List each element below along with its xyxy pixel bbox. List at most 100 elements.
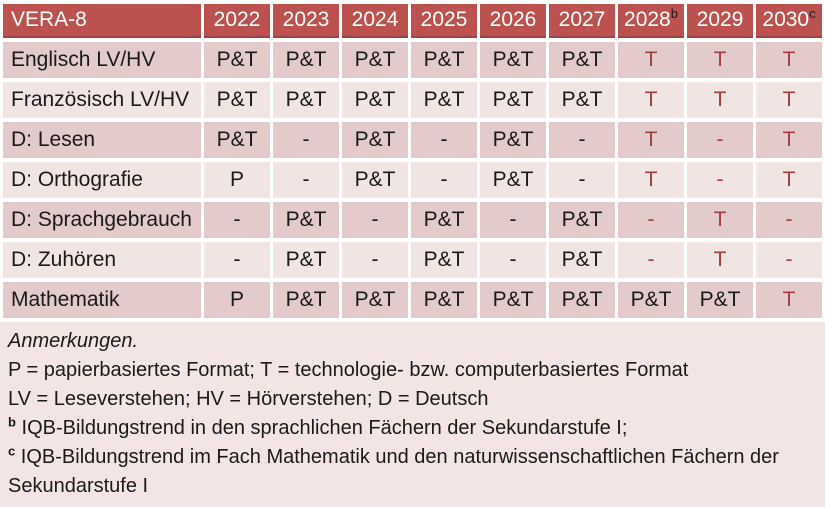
year-header-2026: 2026 bbox=[480, 4, 546, 38]
format-cell: P&T bbox=[204, 82, 270, 118]
footnote-c-marker: c bbox=[8, 443, 16, 459]
format-cell: P&T bbox=[549, 242, 615, 278]
year-header-2024: 2024 bbox=[342, 4, 408, 38]
note-format-legend: P = papierbasiertes Format; T = technolo… bbox=[8, 359, 689, 381]
format-cell: - bbox=[273, 162, 339, 198]
notes-heading: Anmerkungen. bbox=[8, 330, 139, 352]
format-cell: T bbox=[687, 202, 753, 238]
format-cell: P&T bbox=[549, 42, 615, 78]
format-cell: - bbox=[342, 202, 408, 238]
format-cell: P&T bbox=[549, 282, 615, 318]
format-cell: P bbox=[204, 282, 270, 318]
year-header-2027: 2027 bbox=[549, 4, 615, 38]
format-cell: P&T bbox=[273, 82, 339, 118]
format-cell: P&T bbox=[549, 82, 615, 118]
format-cell: P&T bbox=[480, 162, 546, 198]
format-cell: P&T bbox=[273, 202, 339, 238]
format-cell: - bbox=[411, 122, 477, 158]
format-cell: P&T bbox=[342, 42, 408, 78]
year-header-2030: 2030c bbox=[756, 4, 822, 38]
table-header: VERA-8 2022 2023 2024 2025 2026 2027 2028b 2029… bbox=[3, 4, 822, 38]
format-cell: - bbox=[480, 242, 546, 278]
year-header-2023: 2023 bbox=[273, 4, 339, 38]
vera8-schedule-table: VERA-8 2022 2023 2024 2025 2026 2027 2028b 2029… bbox=[3, 4, 822, 318]
format-cell: P&T bbox=[273, 42, 339, 78]
format-cell: P&T bbox=[480, 82, 546, 118]
year-header-2025: 2025 bbox=[411, 4, 477, 38]
row-label: D: Sprachgebrauch bbox=[3, 202, 201, 238]
row-label: Mathematik bbox=[3, 282, 201, 318]
table-notes: Anmerkungen. P = papierbasiertes Format;… bbox=[0, 322, 825, 507]
format-cell: T bbox=[756, 162, 822, 198]
format-cell: - bbox=[273, 122, 339, 158]
format-cell: - bbox=[756, 242, 822, 278]
format-cell: P&T bbox=[618, 282, 684, 318]
format-cell: T bbox=[687, 42, 753, 78]
table-row: D: Zuhören - P&T - P&T - P&T - T - bbox=[3, 242, 822, 278]
table-title-cell: VERA-8 bbox=[3, 4, 201, 38]
format-cell: P&T bbox=[480, 122, 546, 158]
table-row: D: Lesen P&T - P&T - P&T - T - T bbox=[3, 122, 822, 158]
year-header-2022: 2022 bbox=[204, 4, 270, 38]
format-cell: P&T bbox=[342, 82, 408, 118]
format-cell: P&T bbox=[204, 42, 270, 78]
table-row: Mathematik P P&T P&T P&T P&T P&T P&T P&T T bbox=[3, 282, 822, 318]
format-cell: - bbox=[687, 162, 753, 198]
format-cell: - bbox=[549, 162, 615, 198]
format-cell: T bbox=[756, 42, 822, 78]
format-cell: P&T bbox=[549, 202, 615, 238]
footnote-b-marker: b bbox=[8, 414, 16, 430]
format-cell: T bbox=[687, 82, 753, 118]
format-cell: - bbox=[204, 202, 270, 238]
format-cell: - bbox=[549, 122, 615, 158]
format-cell: T bbox=[618, 42, 684, 78]
row-label: Englisch LV/HV bbox=[3, 42, 201, 78]
format-cell: T bbox=[687, 242, 753, 278]
format-cell: P&T bbox=[480, 42, 546, 78]
format-cell: T bbox=[756, 282, 822, 318]
table-row: Französisch LV/HV P&T P&T P&T P&T P&T P&T T T T bbox=[3, 82, 822, 118]
row-label: D: Orthografie bbox=[3, 162, 201, 198]
row-label: D: Lesen bbox=[3, 122, 201, 158]
format-cell: - bbox=[756, 202, 822, 238]
header-row: VERA-8 2022 2023 2024 2025 2026 2027 2028b 2029… bbox=[3, 4, 822, 38]
format-cell: P&T bbox=[273, 282, 339, 318]
year-footnote-marker: c bbox=[809, 6, 816, 21]
format-cell: T bbox=[618, 162, 684, 198]
format-cell: T bbox=[756, 122, 822, 158]
format-cell: P&T bbox=[411, 242, 477, 278]
format-cell: P&T bbox=[411, 202, 477, 238]
format-cell: - bbox=[687, 122, 753, 158]
format-cell: - bbox=[411, 162, 477, 198]
table-body: Englisch LV/HV P&T P&T P&T P&T P&T P&T T T T Franz… bbox=[3, 42, 822, 318]
format-cell: - bbox=[342, 242, 408, 278]
format-cell: - bbox=[618, 242, 684, 278]
format-cell: P&T bbox=[687, 282, 753, 318]
format-cell: P&T bbox=[480, 282, 546, 318]
format-cell: T bbox=[756, 82, 822, 118]
year-header-2028: 2028b bbox=[618, 4, 684, 38]
footnote-c-text: IQB-Bildungstrend im Fach Mathematik und… bbox=[8, 446, 779, 497]
format-cell: P&T bbox=[204, 122, 270, 158]
format-cell: T bbox=[618, 82, 684, 118]
year-footnote-marker: b bbox=[670, 6, 678, 21]
format-cell: P&T bbox=[342, 162, 408, 198]
row-label: D: Zuhören bbox=[3, 242, 201, 278]
footnote-b-text: IQB-Bildungstrend in den sprachlichen Fä… bbox=[21, 417, 628, 439]
table-row: Englisch LV/HV P&T P&T P&T P&T P&T P&T T T T bbox=[3, 42, 822, 78]
format-cell: P&T bbox=[273, 242, 339, 278]
row-label: Französisch LV/HV bbox=[3, 82, 201, 118]
footnote-c: c IQB-Bildungstrend im Fach Mathematik u… bbox=[8, 443, 815, 501]
footnote-b: b IQB-Bildungstrend in den sprachlichen … bbox=[8, 414, 815, 443]
format-cell: P&T bbox=[342, 282, 408, 318]
year-header-2029: 2029 bbox=[687, 4, 753, 38]
format-cell: P bbox=[204, 162, 270, 198]
format-cell: P&T bbox=[411, 82, 477, 118]
format-cell: P&T bbox=[342, 122, 408, 158]
note-abbreviation-legend: LV = Leseverstehen; HV = Hörverstehen; D… bbox=[8, 388, 489, 410]
table-row: D: Sprachgebrauch - P&T - P&T - P&T - T - bbox=[3, 202, 822, 238]
format-cell: - bbox=[480, 202, 546, 238]
format-cell: T bbox=[618, 122, 684, 158]
format-cell: P&T bbox=[411, 282, 477, 318]
